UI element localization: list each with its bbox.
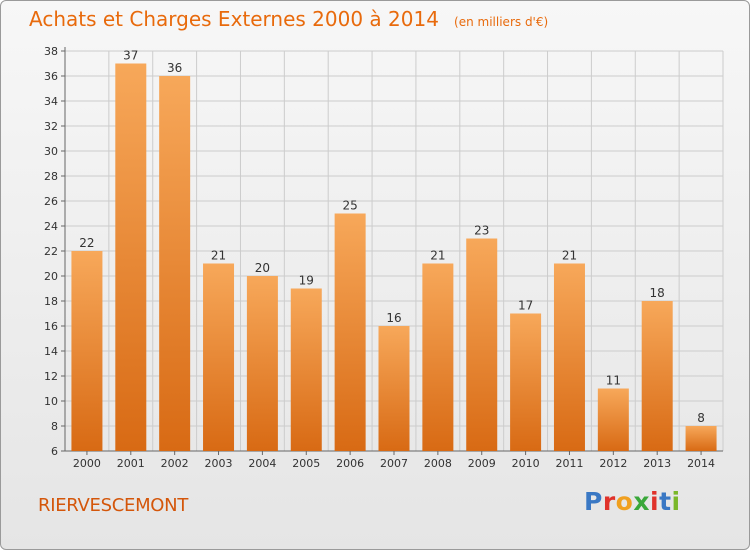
y-tick-label: 8: [51, 420, 58, 433]
x-tick-label: 2003: [205, 457, 233, 470]
x-tick-label: 2008: [424, 457, 452, 470]
value-label: 22: [79, 236, 94, 250]
bar-chart: 6 8 10 12 14 16 18 20 22 24 26 28 30 32 34 36 38 2000 2001…: [44, 45, 724, 470]
value-label: 19: [299, 274, 314, 288]
data-labels: 22 37 36 21 20 19 25 16 21 23 17 21 11 18 8: [79, 49, 705, 426]
y-tick-label: 22: [44, 245, 58, 258]
x-tick-label: 2001: [117, 457, 145, 470]
bar-2004: [246, 276, 278, 451]
chart-title-main: Achats et Charges Externes 2000 à 2014: [29, 7, 439, 31]
bar-2011: [553, 263, 585, 451]
bar-2005: [290, 288, 322, 451]
bar-2012: [597, 388, 629, 451]
y-tick-label: 20: [44, 270, 58, 283]
bar-2003: [203, 263, 235, 451]
value-label: 37: [123, 49, 138, 63]
y-tick-label: 26: [44, 195, 58, 208]
chart-title-unit: (en milliers d'€): [454, 15, 549, 29]
x-tick-label: 2013: [643, 457, 671, 470]
bar-2006: [334, 213, 366, 451]
y-tick-label: 32: [44, 120, 58, 133]
axes: 6 8 10 12 14 16 18 20 22 24 26 28 30 32 34 36 38 2000 2001…: [44, 45, 723, 470]
y-tick-label: 24: [44, 220, 58, 233]
value-label: 17: [518, 299, 533, 313]
y-tick-label: 28: [44, 170, 58, 183]
x-tick-label: 2010: [512, 457, 540, 470]
y-tick-label: 12: [44, 370, 58, 383]
value-label: 18: [650, 286, 665, 300]
x-tick-label: 2005: [292, 457, 320, 470]
y-tick-label: 10: [44, 395, 58, 408]
y-tick-label: 34: [44, 95, 58, 108]
value-label: 21: [430, 249, 445, 263]
bar-2009: [466, 238, 498, 451]
x-tick-label: 2012: [599, 457, 627, 470]
logo-letter: P: [584, 487, 603, 516]
bars: [71, 63, 717, 451]
x-tick-label: 2002: [161, 457, 189, 470]
bar-2010: [510, 313, 542, 451]
y-tick-label: 6: [51, 445, 58, 458]
value-label: 21: [211, 249, 226, 263]
x-tick-label: 2006: [336, 457, 364, 470]
bar-2013: [641, 301, 673, 451]
y-tick-label: 14: [44, 345, 58, 358]
bar-2000: [71, 251, 103, 451]
x-tick-label: 2014: [687, 457, 715, 470]
value-label: 11: [606, 374, 621, 388]
x-tick-label: 2000: [73, 457, 101, 470]
value-label: 8: [697, 411, 705, 425]
chart-title: Achats et Charges Externes 2000 à 2014 (…: [29, 7, 548, 31]
bar-2008: [422, 263, 454, 451]
logo-letter: r: [602, 487, 616, 516]
logo-letter: i: [671, 487, 681, 516]
value-label: 20: [255, 261, 270, 275]
logo-letter: o: [615, 487, 634, 516]
y-tick-label: 30: [44, 145, 58, 158]
y-tick-label: 38: [44, 45, 58, 58]
value-label: 25: [342, 199, 357, 213]
logo-letter: t: [659, 487, 672, 516]
bar-2007: [378, 326, 410, 451]
value-label: 36: [167, 61, 182, 75]
y-tick-label: 36: [44, 70, 58, 83]
x-tick-label: 2011: [555, 457, 583, 470]
bar-2002: [159, 76, 191, 451]
proxiti-logo[interactable]: Proxiti: [584, 487, 681, 516]
y-tick-label: 16: [44, 320, 58, 333]
value-label: 16: [386, 311, 401, 325]
bar-2014: [685, 426, 717, 451]
x-tick-label: 2007: [380, 457, 408, 470]
x-tick-label: 2004: [248, 457, 276, 470]
value-label: 23: [474, 224, 489, 238]
bar-2001: [115, 63, 147, 451]
x-tick-label: 2009: [468, 457, 496, 470]
logo-letter: i: [650, 487, 660, 516]
commune-name: RIERVESCEMONT: [38, 495, 189, 516]
y-tick-label: 18: [44, 295, 58, 308]
logo-letter: x: [633, 487, 650, 516]
value-label: 21: [562, 249, 577, 263]
